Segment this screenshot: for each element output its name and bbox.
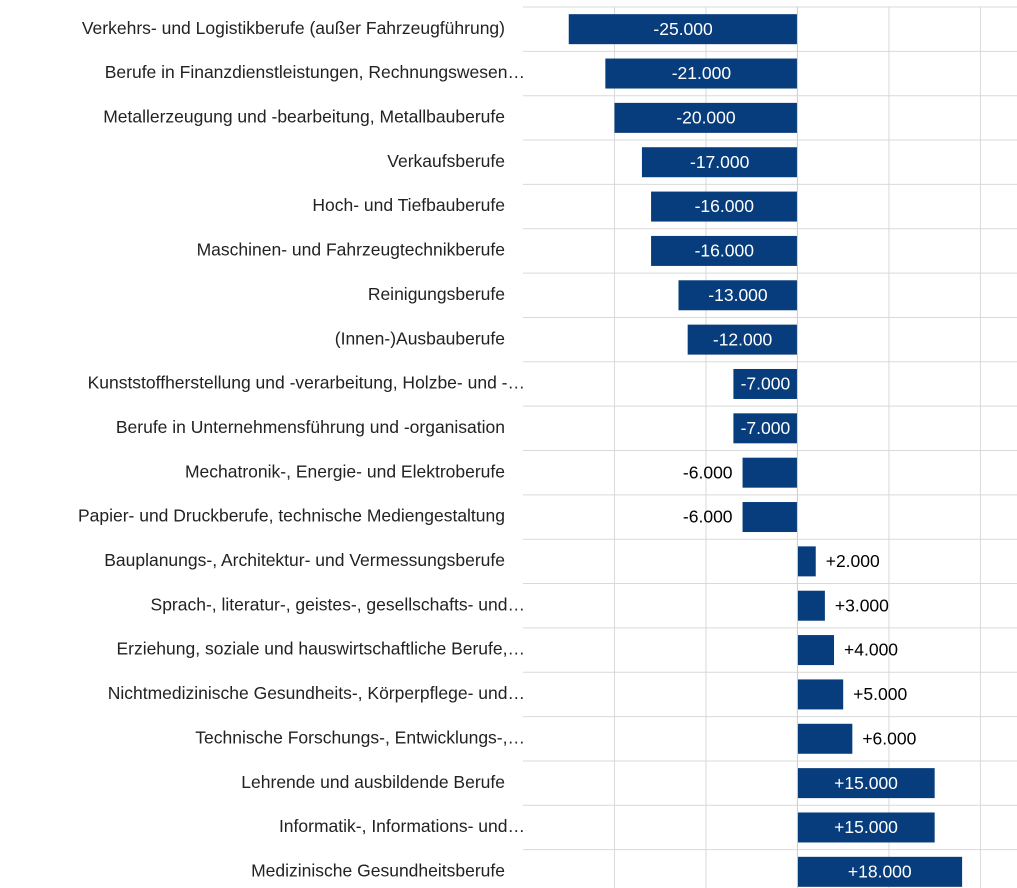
category-label: Informatik-, Informations- und… <box>279 816 525 836</box>
value-label: -21.000 <box>672 63 732 83</box>
bar <box>797 812 935 843</box>
value-label: -20.000 <box>676 108 736 128</box>
category-label: Reinigungsberufe <box>368 284 505 304</box>
value-label: -16.000 <box>695 196 755 216</box>
bar <box>797 768 935 799</box>
bar <box>605 58 798 89</box>
category-label: Erziehung, soziale und hauswirtschaftlic… <box>116 639 525 659</box>
value-label: -17.000 <box>690 152 750 172</box>
bar <box>742 457 798 488</box>
bar <box>797 546 816 577</box>
value-label: -12.000 <box>713 329 773 349</box>
category-label: Metallerzeugung und -bearbeitung, Metall… <box>103 107 505 127</box>
bar <box>687 324 798 355</box>
category-label: Technische Forschungs-, Entwicklungs-,… <box>195 727 525 747</box>
bar <box>797 635 835 666</box>
category-label: Nichtmedizinische Gesundheits-, Körperpf… <box>108 683 525 703</box>
value-label: +4.000 <box>844 640 898 660</box>
value-label: -25.000 <box>653 19 713 39</box>
category-label: Mechatronik-, Energie- und Elektroberufe <box>185 461 505 481</box>
value-label: -16.000 <box>695 241 755 261</box>
value-label: -7.000 <box>741 374 791 394</box>
bar <box>733 368 798 399</box>
value-label: -13.000 <box>708 285 768 305</box>
bar <box>742 502 798 533</box>
bar <box>733 413 798 444</box>
category-label: (Innen-)Ausbauberufe <box>335 328 505 348</box>
bar <box>651 191 798 222</box>
bar <box>641 147 798 178</box>
category-label: Bauplanungs-, Architektur- und Vermessun… <box>104 550 505 570</box>
category-label: Papier- und Druckberufe, technische Medi… <box>78 506 505 526</box>
category-label: Verkaufsberufe <box>387 151 505 171</box>
bar <box>678 280 798 311</box>
category-label: Verkehrs- und Logistikberufe (außer Fahr… <box>82 18 505 38</box>
value-label: +6.000 <box>862 728 916 748</box>
value-label: -7.000 <box>741 418 791 438</box>
value-label: +2.000 <box>826 551 880 571</box>
value-label: +15.000 <box>834 773 898 793</box>
category-label: Sprach-, literatur-, geistes-, gesellsch… <box>151 594 525 614</box>
bar <box>614 102 798 133</box>
value-label: +3.000 <box>835 595 889 615</box>
category-label: Lehrende und ausbildende Berufe <box>241 772 505 792</box>
bar <box>797 590 825 621</box>
category-label: Berufe in Finanzdienstleistungen, Rechnu… <box>105 62 525 82</box>
value-label: -6.000 <box>683 507 733 527</box>
bar <box>568 14 798 45</box>
value-label: +15.000 <box>834 817 898 837</box>
bar <box>797 679 844 710</box>
category-label: Medizinische Gesundheitsberufe <box>251 860 505 880</box>
value-label: +5.000 <box>853 684 907 704</box>
value-label: -6.000 <box>683 462 733 482</box>
category-label: Hoch- und Tiefbauberufe <box>312 195 505 215</box>
category-label: Berufe in Unternehmensführung und -organ… <box>116 417 505 437</box>
bar <box>651 235 798 266</box>
bar <box>797 723 853 754</box>
bar <box>797 856 963 887</box>
category-label: Maschinen- und Fahrzeugtechnikberufe <box>197 240 505 260</box>
value-label: +18.000 <box>848 861 912 881</box>
category-label: Kunststoffherstellung und -verarbeitung,… <box>88 373 525 393</box>
